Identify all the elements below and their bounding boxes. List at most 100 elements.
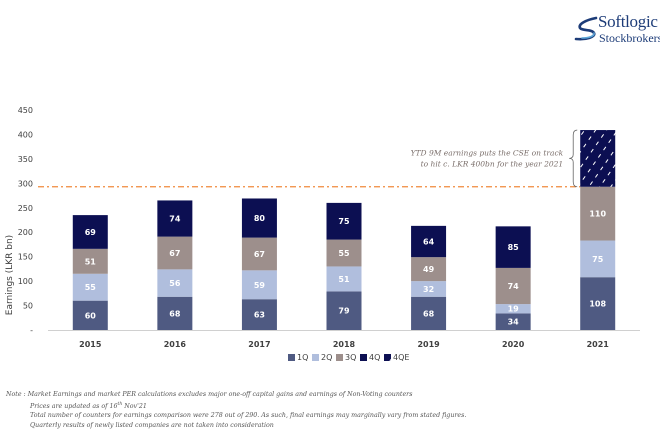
brand-name: Softlogic xyxy=(598,12,658,31)
softlogic-logo: Softlogic Stockbrokers xyxy=(572,8,660,48)
brand-subtitle: Stockbrokers xyxy=(599,31,660,45)
bar-segment-1Q xyxy=(580,277,616,330)
bar-segment-4QE xyxy=(580,130,616,187)
legend-label: 1Q xyxy=(297,353,308,362)
data-label: 80 xyxy=(254,214,266,223)
note-text: Quarterly results of newly listed compan… xyxy=(30,421,274,429)
bars: 60 55 51 69 68 56 67 74 63 59 67 80 79 51 55 75 68 32 49 64… xyxy=(72,130,616,330)
y-axis-title: Earnings (LKR bn) xyxy=(5,235,15,315)
y-tick-label: 200 xyxy=(18,228,33,237)
y-tick-label: 450 xyxy=(18,106,33,115)
note-text: Market Earnings and market PER calculati… xyxy=(27,391,413,398)
bar-segment-1Q xyxy=(157,296,193,330)
bar-segment-4Q xyxy=(157,200,193,237)
note-text: Prices are updated as of 16 xyxy=(30,402,118,410)
x-tick-label: 2020 xyxy=(502,340,525,349)
bar-segment-3Q xyxy=(241,237,277,271)
x-tick-label: 2019 xyxy=(417,340,440,349)
note-line-2: Prices are updated as of 16th Nov'21 xyxy=(6,400,656,412)
data-label: 110 xyxy=(589,210,606,219)
y-tick-label: 250 xyxy=(18,204,33,213)
legend-label: 3Q xyxy=(345,353,356,362)
y-tick-label: 300 xyxy=(18,179,33,188)
bar-segment-1Q xyxy=(411,296,447,330)
bar-segment-4Q xyxy=(495,226,531,268)
bar-segment-3Q xyxy=(580,186,616,241)
bar-segment-1Q xyxy=(495,313,531,330)
note-prefix: Note : xyxy=(6,391,28,398)
legend-swatch xyxy=(312,354,319,361)
bar-segment-4Q xyxy=(326,202,362,240)
bar-segment-3Q xyxy=(72,248,108,274)
bar-segment-1Q xyxy=(326,291,362,330)
legend-swatch xyxy=(288,354,295,361)
x-tick-label: 2017 xyxy=(248,340,270,349)
legend-item-3Q: 3Q xyxy=(336,353,356,362)
data-label: 51 xyxy=(85,257,97,266)
data-label: 55 xyxy=(338,249,350,258)
bar-segment-2Q xyxy=(495,304,531,314)
bar-segment-2Q xyxy=(241,270,277,300)
legend-item-2Q: 2Q xyxy=(312,353,332,362)
bar-stack-2018: 79 51 55 75 xyxy=(326,202,362,330)
x-tick-label: 2018 xyxy=(333,340,356,349)
data-label: 49 xyxy=(423,265,435,274)
note-line-4: Quarterly results of newly listed compan… xyxy=(6,421,656,431)
data-label: 56 xyxy=(169,279,181,288)
bar-stack-2016: 68 56 67 74 xyxy=(157,200,193,330)
legend-item-1Q: 1Q xyxy=(288,353,308,362)
bar-stack-2020: 34 19 74 85 xyxy=(495,226,531,330)
data-label: 60 xyxy=(85,311,97,320)
annotation-line-2: to hit c. LKR 400bn for the year 2021 xyxy=(421,159,564,168)
data-label: 19 xyxy=(508,305,520,314)
data-label: 55 xyxy=(85,283,97,292)
bar-segment-2Q xyxy=(157,269,193,297)
legend: 1Q 2Q 3Q 4Q 4QE xyxy=(288,353,409,362)
data-label: 108 xyxy=(589,300,606,309)
y-tick-label: 100 xyxy=(18,277,33,286)
data-label: 64 xyxy=(423,238,435,247)
bar-segment-1Q xyxy=(72,300,108,330)
x-tick-label: 2021 xyxy=(587,340,610,349)
note-superscript: th xyxy=(117,401,123,407)
data-label: 34 xyxy=(508,318,520,327)
y-tick-label: 50 xyxy=(23,302,33,311)
data-label: 74 xyxy=(169,215,181,224)
data-label: 68 xyxy=(423,309,435,318)
data-label: 63 xyxy=(254,311,265,320)
bar-segment-4Q xyxy=(72,215,108,249)
data-label: 32 xyxy=(423,285,434,294)
legend-item-4QE: 4QE xyxy=(384,353,409,362)
annotation-brace xyxy=(569,129,578,188)
note-text: Total number of counters for earnings co… xyxy=(30,412,467,420)
bar-segment-3Q xyxy=(411,257,447,282)
data-label: 67 xyxy=(169,249,180,258)
bar-stack-2019: 68 32 49 64 xyxy=(411,225,447,330)
data-label: 69 xyxy=(85,228,97,237)
bar-segment-4Q xyxy=(241,198,277,238)
data-label: 59 xyxy=(254,281,266,290)
annotation-line-1: YTD 9M earnings puts the CSE on track xyxy=(411,148,564,157)
data-label: 74 xyxy=(508,282,520,291)
x-axis-categories: 2015 2016 2017 2018 2019 2020 2021 xyxy=(79,340,609,349)
legend-swatch xyxy=(384,354,391,361)
y-tick-label: 150 xyxy=(18,253,33,262)
data-label: 67 xyxy=(254,250,265,259)
bar-segment-3Q xyxy=(326,239,362,267)
y-tick-label: 400 xyxy=(18,130,33,139)
data-label: 85 xyxy=(508,243,520,252)
data-label: 51 xyxy=(338,275,350,284)
data-label: 79 xyxy=(338,307,350,316)
legend-label: 4QE xyxy=(393,353,409,362)
y-tick-label: 350 xyxy=(18,155,33,164)
legend-swatch xyxy=(336,354,343,361)
bar-segment-2Q xyxy=(72,273,108,301)
x-tick-label: 2016 xyxy=(164,340,187,349)
bar-segment-3Q xyxy=(495,267,531,305)
bar-segment-1Q xyxy=(241,299,277,330)
data-label: 75 xyxy=(592,255,604,264)
legend-label: 2Q xyxy=(321,353,332,362)
footnotes: Note : Market Earnings and market PER ca… xyxy=(6,390,656,430)
note-line-3: Total number of counters for earnings co… xyxy=(6,411,656,421)
legend-label: 4Q xyxy=(369,353,380,362)
